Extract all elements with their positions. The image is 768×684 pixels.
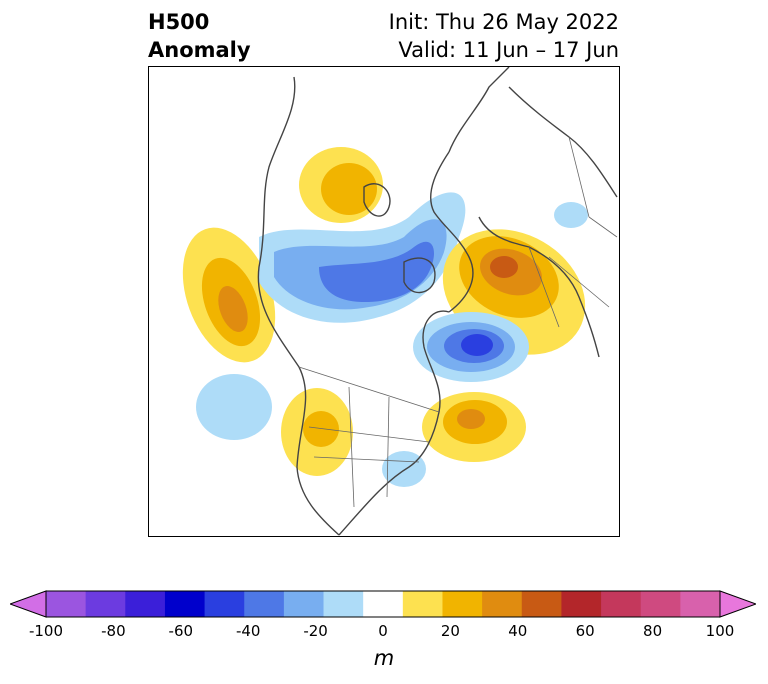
map-svg bbox=[182, 67, 618, 536]
colorbar-tick-label: -100 bbox=[28, 622, 64, 640]
anomaly-pos-east-coast bbox=[422, 392, 526, 462]
colorbar bbox=[8, 590, 758, 618]
anomaly-pos-west-us bbox=[281, 388, 353, 476]
colorbar-tick-label: 0 bbox=[378, 622, 388, 640]
borders bbox=[298, 136, 618, 508]
colorbar-units: m bbox=[373, 646, 395, 670]
coastlines bbox=[257, 67, 618, 536]
init-date: Init: Thu 26 May 2022 bbox=[388, 10, 619, 34]
colorbar-left-extension bbox=[8, 590, 47, 618]
colorbar-segment bbox=[561, 591, 602, 617]
colorbar-segment bbox=[164, 591, 206, 617]
colorbar-segment bbox=[323, 591, 364, 617]
colorbar-ticks: -100 -80 -60 -40 -20 0 20 40 60 80 100 bbox=[0, 622, 768, 644]
colorbar-tick-label: 60 bbox=[575, 622, 595, 640]
colorbar-tick-label: 80 bbox=[643, 622, 663, 640]
colorbar-segment bbox=[640, 591, 681, 617]
field-type: Anomaly bbox=[148, 38, 251, 62]
anomaly-neg-atlantic bbox=[413, 312, 529, 382]
colorbar-tick-label: 100 bbox=[705, 622, 735, 640]
anomaly-neg-small bbox=[554, 202, 588, 228]
colorbar-segment bbox=[125, 591, 166, 617]
title-left: H500 Anomaly bbox=[148, 8, 251, 64]
anomaly-map bbox=[148, 66, 620, 537]
field-name: H500 bbox=[148, 10, 210, 34]
colorbar-segment bbox=[680, 591, 721, 617]
colorbar-segment bbox=[244, 591, 285, 617]
colorbar-frame bbox=[45, 590, 721, 618]
colorbar-segment bbox=[204, 591, 245, 617]
title-right: Init: Thu 26 May 2022 Valid: 11 Jun – 17… bbox=[389, 8, 619, 64]
colorbar-tick-label: 20 bbox=[440, 622, 460, 640]
colorbar-segment bbox=[46, 591, 87, 617]
anomaly-neg-west-coast bbox=[196, 374, 272, 440]
valid-range: Valid: 11 Jun – 17 Jun bbox=[398, 38, 619, 62]
colorbar-right-extension bbox=[719, 590, 758, 618]
colorbar-segment bbox=[601, 591, 642, 617]
anomaly-neg-arctic bbox=[259, 192, 466, 323]
colorbar-tick-label: -60 bbox=[168, 622, 194, 640]
colorbar-tick-label: -80 bbox=[101, 622, 126, 640]
colorbar-segment bbox=[442, 591, 483, 617]
colorbar-tick-label: -40 bbox=[235, 622, 261, 640]
colorbar-tick-label: 40 bbox=[508, 622, 528, 640]
colorbar-segment bbox=[283, 591, 325, 617]
colorbar-segment bbox=[521, 591, 563, 617]
colorbar-segment bbox=[402, 591, 444, 617]
colorbar-svg bbox=[8, 590, 758, 618]
colorbar-segment bbox=[85, 591, 126, 617]
anomaly-pos-pacific bbox=[182, 227, 276, 363]
colorbar-tick-label: -20 bbox=[303, 622, 328, 640]
anomaly-pos-north bbox=[299, 147, 383, 223]
colorbar-segment bbox=[363, 591, 404, 617]
colorbar-segment bbox=[482, 591, 523, 617]
